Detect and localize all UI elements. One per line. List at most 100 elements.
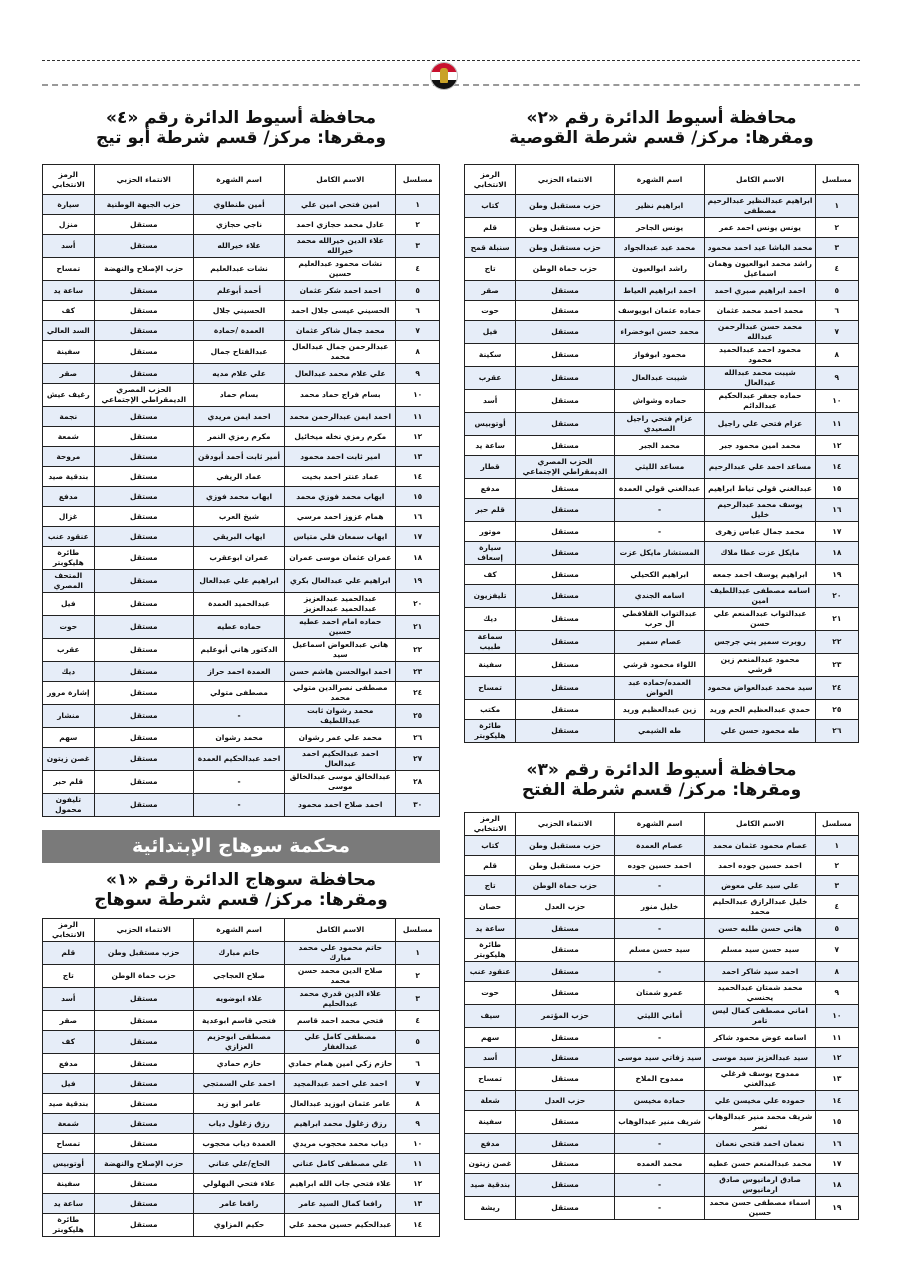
nickname-cell: محمود ابوفواز [613,343,706,367]
party-cell: مستقل [515,435,615,456]
serial-cell: ٨ [395,340,440,364]
full-name-cell: حازم زكي امين همام حمادي [284,1053,397,1074]
symbol-cell: سهم [42,727,95,748]
serial-cell: ٢٢ [814,630,860,654]
table-row: ١٨ صادق ارمانيوس صادق ارمانيوس - مستقل بندقي… [463,1173,860,1197]
full-name-cell: رافعا كمال السيد عامر [284,1193,397,1214]
serial-cell: ١٤ [814,455,860,479]
nickname-cell: الحاج/علي عناني [192,1153,286,1174]
full-name-cell: حماده امام احمد عطيه حسين [284,615,397,639]
nickname-cell: رزق زغلول دياب [192,1113,286,1134]
egypt-emblem-logo [430,62,458,90]
column-header: الرمز الانتخابي [42,164,95,195]
party-cell: مستقل [93,747,194,771]
nickname-cell: العمدة احمد حراز [192,661,286,682]
nickname-cell: عمران ابوعقرب [192,546,286,570]
full-name-cell: محمود عبدالمنعم زين قرشي [704,653,816,677]
full-name-cell: مصطفى نصرالدين متولي محمد [284,681,397,705]
serial-cell: ٢٥ [814,699,860,720]
table-row: ١٨ مايكل عزت عطا ملاك المستشار مايكل عزت مس… [463,541,860,565]
full-name-cell: امير ثابت احمد محمود [284,446,397,467]
full-name-cell: احمد صلاح احمد محمود [284,793,397,817]
table-row: ٦ محمد احمد محمد عثمان حماده عثمان ابويوسف… [463,300,860,321]
symbol-cell: غصن زيتون [42,747,95,771]
section-title: محافظة أسيوط الدائرة رقم «٣» [526,760,797,780]
table-row: ١٦ همام عزوز احمد مرسي شيخ العرب مستقل غزال [42,506,440,527]
party-cell: مستقل [93,546,194,570]
party-cell: مستقل [93,681,194,705]
serial-cell: ٩ [395,1113,440,1134]
column-header: الرمز الانتخابي [463,812,517,836]
table-row: ٨ محمود احمد عبدالحميد محمود محمود ابوفواز… [463,343,860,367]
symbol-cell: تمساح [463,1067,517,1091]
serial-cell: ٣ [395,987,440,1011]
full-name-cell: احمد ابوالحسن هاشم حسن [284,661,397,682]
symbol-cell: مدفع [463,478,517,499]
full-name-cell: راشد محمد ابوالعيون وهمان اسماعيل [704,257,816,281]
table-row: ٥ مصطفى كامل علي عبدالغفار مصطفى ابوحزيم ا… [42,1030,440,1054]
nickname-cell: الحسيني جلال [192,300,286,321]
party-cell: حزب حماة الوطن [93,964,194,988]
symbol-cell: حصان [463,895,517,919]
nickname-cell: العمده/حماده عبد العواض [613,676,706,700]
nickname-cell: حاتم مبارك [192,941,286,965]
nickname-cell: عماد الريفي [192,466,286,487]
full-name-cell: محمد امين محمود جبر [704,435,816,456]
party-cell: حزب مستقبل وطن [515,217,615,238]
full-name-cell: مساعد احمد علي عبدالرحيم [704,455,816,479]
table-row: ١١ عزام فتحي علي راجيل عزام فتحي راجيل الص… [463,412,860,436]
table-row: ٢٢ هاني عبدالعواض اسماعيل سيد الدكتور هاني… [42,638,440,662]
serial-cell: ٣٠ [395,793,440,817]
table-row: ١٥ ايهاب محمد فوزي محمد ايهاب محمد فوزي مست… [42,486,440,507]
nickname-cell: مكرم رمزي النمر [192,426,286,447]
nickname-cell: راشد ابوالعيون [613,257,706,281]
party-cell: الحزب المصري الديمقراطي الإجتماعي [515,455,615,479]
table-row: ١١ علي مصطفى كامل عناني الحاج/علي عناني حزب… [42,1153,440,1174]
full-name-cell: عماد عنتر احمد بخيت [284,466,397,487]
section-subtitle: ومقرها: مركز/ قسم شرطة أبو تيج [95,128,387,148]
nickname-cell: - [613,521,706,542]
symbol-cell: عقرب [42,638,95,662]
table-header-row: مسلسل الاسم الكامل اسم الشهرة الانتماء الحز… [463,164,860,195]
full-name-cell: محمد رشوان ثابت عبداللطيف [284,704,397,728]
column-header: اسم الشهرة [613,164,706,195]
party-cell: مستقل [515,498,615,522]
full-name-cell: رزق زغلول محمد ابراهيم [284,1113,397,1134]
party-cell: مستقل [93,1010,194,1031]
full-name-cell: محمد جمال شاكر عثمان [284,320,397,341]
full-name-cell: علي علام محمد عبدالعال [284,363,397,384]
full-name-cell: مايكل عزت عطا ملاك [704,541,816,565]
symbol-cell: حوت [463,300,517,321]
party-cell: مستقل [93,704,194,728]
table-row: ١ عصام محمود عثمان محمد عصام العمدة حزب مست… [463,835,860,856]
section-asyut-3: محافظة أسيوط الدائرة رقم «٣» ومقرها: مرك… [463,760,860,1220]
nickname-cell: أمين طنطاوي [192,194,286,215]
table-row: ١٨ عمران عثمان موسى عمران عمران ابوعقرب مست… [42,546,440,570]
symbol-cell: بندقية صيد [42,466,95,487]
symbol-cell: قلم حبر [42,770,95,794]
section-subtitle: ومقرها: مركز/ قسم شرطة القوصية [509,128,814,148]
party-cell: حزب العدل [515,895,615,919]
serial-cell: ١٦ [814,1133,860,1154]
symbol-cell: بندقية صيد [463,1173,517,1197]
symbol-cell: فيل [463,320,517,344]
party-cell: مستقل [515,1027,615,1048]
table-row: ١٠ اماني مصطفى كمال ليس تامر أماني الليثي ح… [463,1004,860,1028]
party-cell: مستقل [93,486,194,507]
party-cell: حزب الجبهة الوطنية [93,194,194,215]
table-row: ٢١ عبدالتواب عبدالمنعم علي حسن عبدالتواب ا… [463,607,860,631]
full-name-cell: دياب محمد محجوب مريدي [284,1133,397,1154]
nickname-cell: - [613,1196,706,1220]
serial-cell: ١ [395,194,440,215]
serial-cell: ٤ [395,1010,440,1031]
full-name-cell: حمدي عبدالعظيم الحم وريد [704,699,816,720]
symbol-cell: إشارة مرور [42,681,95,705]
full-name-cell: عصام محمود عثمان محمد [704,835,816,856]
nickname-cell: مساعد الليثي [613,455,706,479]
nickname-cell: شيخ العرب [192,506,286,527]
nickname-cell: ناجي حجازي [192,214,286,235]
symbol-cell: منزل [42,214,95,235]
party-cell: حزب الإصلاح والنهضة [93,1153,194,1174]
nickname-cell: محمد حسن ابوخضراء [613,320,706,344]
party-cell: مستقل [515,300,615,321]
